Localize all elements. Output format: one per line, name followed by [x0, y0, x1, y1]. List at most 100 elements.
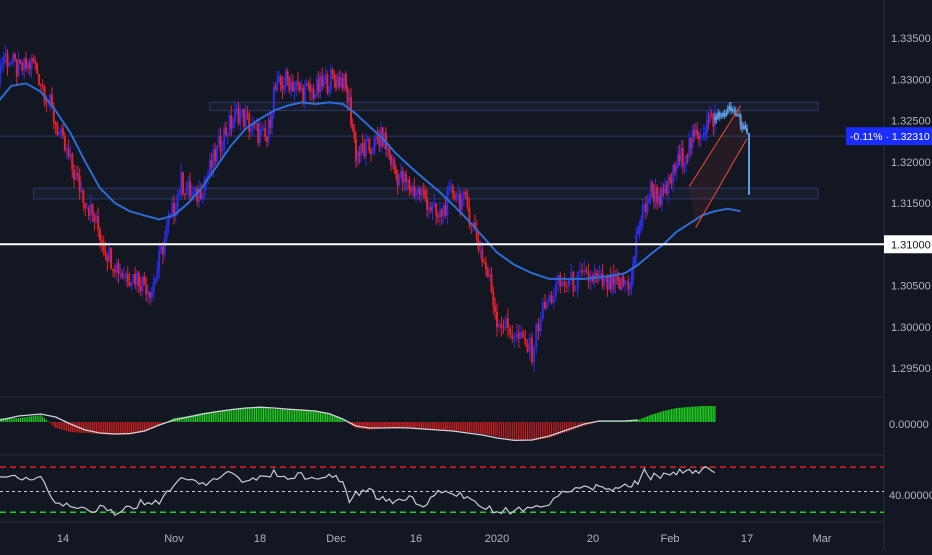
candle-body: [49, 94, 52, 102]
candle-body: [598, 273, 601, 277]
price-tags: 1.31000 -0.11% · 1.32310: [846, 127, 932, 254]
candle-body: [264, 128, 267, 138]
candle-body: [411, 186, 414, 192]
candle-body: [223, 127, 226, 150]
candle-body: [509, 328, 512, 335]
candle-body: [396, 174, 399, 186]
candle-body: [595, 273, 598, 275]
candle-body: [185, 188, 188, 195]
candle-body: [541, 301, 544, 319]
candle-body: [324, 74, 327, 80]
candle-body: [233, 110, 236, 122]
candle-body: [451, 185, 454, 194]
price-tick-label: 1.30500: [891, 281, 931, 293]
last-price-change: -0.11% · 1.32310: [850, 131, 930, 143]
candle-body: [32, 57, 35, 62]
candle-body: [360, 143, 362, 156]
current-candle-body: [729, 106, 732, 112]
candle-body: [126, 273, 129, 283]
candle-body: [228, 115, 231, 135]
candle-body: [686, 155, 689, 157]
moving-average-line: [0, 82, 741, 280]
candle-body: [583, 269, 586, 273]
current-candle-body: [733, 109, 736, 112]
time-tick-label: Mar: [813, 533, 832, 545]
current-candle-body: [718, 112, 721, 117]
candle-body: [401, 171, 404, 183]
time-tick-label: 16: [410, 533, 422, 545]
candle-body: [680, 148, 683, 162]
candle-body: [187, 181, 190, 189]
price-tick-label: 1.29500: [891, 363, 931, 375]
candle-body: [161, 246, 164, 255]
candle-body: [400, 171, 402, 178]
candle-body: [565, 285, 568, 287]
candle-body: [704, 132, 707, 134]
price-tick-label: 1.32500: [891, 116, 931, 128]
candle-body: [76, 173, 79, 176]
candle-body: [624, 282, 627, 286]
candle-body: [86, 207, 89, 209]
candle-body: [269, 119, 272, 128]
candle-body: [69, 153, 72, 157]
candle-body: [606, 276, 609, 290]
candle-body: [326, 74, 329, 93]
candle-body: [609, 275, 612, 290]
candle-body: [429, 207, 432, 211]
current-candle-body: [731, 109, 734, 112]
candle-body: [54, 121, 57, 125]
candle-body: [481, 249, 484, 262]
candle-body: [123, 276, 126, 278]
candle-body: [196, 188, 199, 203]
candle-body: [628, 287, 631, 290]
candle-body: [207, 174, 210, 179]
candle-body: [58, 132, 61, 136]
candle-body: [431, 204, 434, 211]
candle-body: [667, 177, 670, 194]
candle-body: [669, 177, 671, 180]
candle-body: [87, 207, 90, 216]
candle-body: [302, 87, 305, 103]
candle-body: [498, 324, 501, 328]
candle-body: [638, 226, 641, 231]
candle-body: [60, 128, 63, 133]
candle-body: [361, 143, 364, 149]
candle-body: [494, 305, 497, 312]
candle-body: [319, 76, 322, 93]
candle-body: [552, 296, 555, 303]
candle-body: [295, 81, 298, 87]
candle-body: [194, 188, 197, 192]
candle-body: [8, 64, 11, 67]
candle-body: [293, 86, 296, 92]
candle-body: [25, 58, 27, 69]
candle-body: [457, 194, 460, 199]
candle-body: [89, 204, 92, 216]
candle-body: [440, 209, 443, 217]
candle-body: [461, 198, 464, 210]
candle-body: [104, 250, 107, 256]
candle-body: [570, 271, 573, 280]
candle-body: [683, 163, 686, 167]
candle-body: [410, 188, 412, 192]
candle-body: [459, 194, 462, 210]
candle-body: [271, 113, 274, 128]
candle-body: [2, 55, 5, 64]
candle-body: [522, 332, 525, 338]
candle-body: [102, 242, 105, 251]
current-candle-body: [725, 113, 728, 117]
candle-body: [214, 149, 217, 162]
last-price-tag-bg: [846, 127, 932, 146]
candle-body: [356, 152, 359, 162]
candle-body: [235, 108, 238, 111]
candle-body: [67, 148, 70, 157]
candle-body: [338, 76, 341, 87]
candle-body: [141, 276, 144, 291]
candle-body: [388, 148, 391, 156]
candle-body: [620, 276, 623, 290]
candle-body: [517, 332, 520, 339]
price-tick-label: 1.31500: [891, 198, 931, 210]
candle-body: [71, 153, 74, 170]
